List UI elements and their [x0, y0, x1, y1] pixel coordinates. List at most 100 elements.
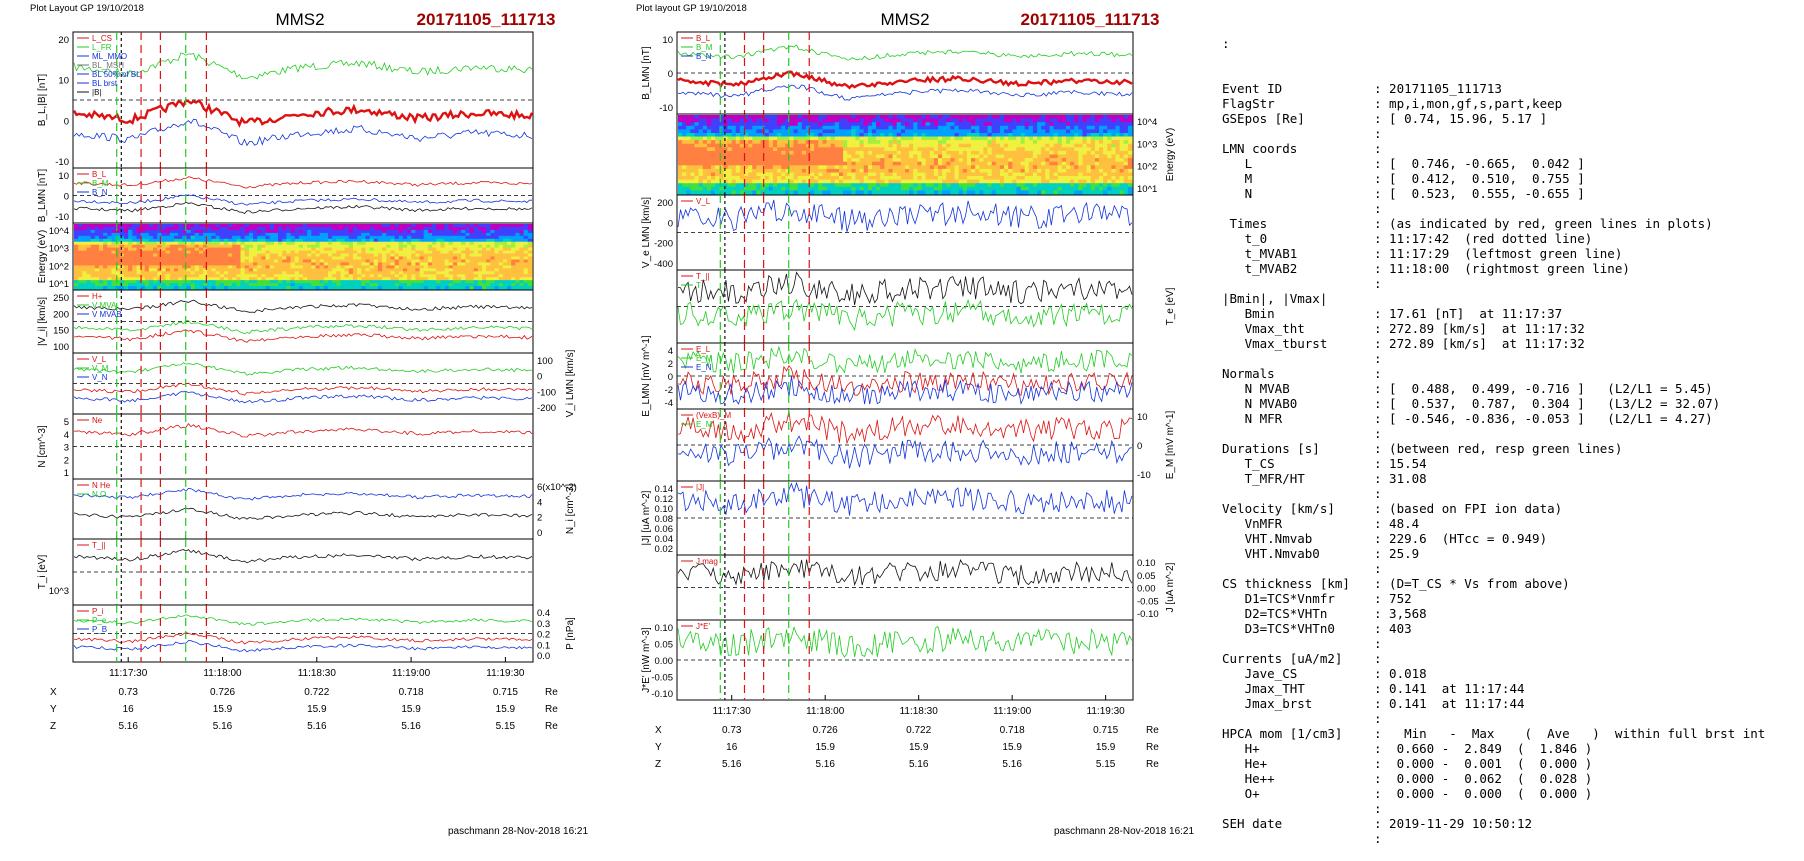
panel-0: 100-10B_LMN [nT]B_LB_MB_N [641, 32, 1133, 114]
info-row: : [1222, 636, 1765, 651]
series-line [678, 411, 1132, 443]
info-row: Currents [uA/m2]: [1222, 651, 1765, 666]
ephem-value: 16 [123, 704, 135, 715]
info-row: : [1222, 426, 1765, 441]
y-axis-label: P [nPa] [565, 617, 576, 650]
series-line [74, 300, 532, 312]
info-row: FlagStr: mp,i,mon,gf,s,part,keep [1222, 96, 1765, 111]
footer-label: paschmann 28-Nov-2018 16:21 [448, 826, 589, 837]
legend-entry: L_FR [92, 43, 112, 52]
panel-frame [73, 168, 533, 223]
y-tick-label: 0.05 [655, 640, 674, 651]
x-tick-label: 11:18:30 [900, 706, 939, 717]
info-row: T_MFR/HT: 31.08 [1222, 471, 1765, 486]
ephem-unit: Re [1146, 725, 1159, 736]
ephem-value: 5.15 [1096, 759, 1116, 770]
y-tick-label: -0.10 [1137, 609, 1159, 620]
info-row: Jmax_brst: 0.141 at 11:17:44 [1222, 696, 1765, 711]
info-row: t_MVAB2: 11:18:00 (rightmost green line) [1222, 261, 1765, 276]
legend-entry: |B| [92, 88, 102, 97]
info-row: Normals: [1222, 366, 1765, 381]
y-tick-label: 0 [64, 192, 69, 203]
y-tick-label: 0 [668, 372, 673, 383]
info-key: HPCA mom [1/cm3] [1222, 726, 1374, 741]
panel-6: 0.140.120.100.080.060.040.02|J| [uA m^-2… [641, 481, 1133, 555]
info-key: H+ [1222, 741, 1374, 756]
y-tick-label: 4 [537, 497, 542, 508]
info-row: Times: (as indicated by red, green lines… [1222, 216, 1765, 231]
info-row: : [1222, 486, 1765, 501]
info-value: : 25.9 [1374, 546, 1419, 561]
info-value: : [1374, 201, 1382, 216]
y-tick-label: 10^3 [1137, 139, 1157, 150]
ephem-value: 0.718 [399, 687, 424, 698]
event-id-title: 20171105_111713 [416, 10, 555, 29]
info-value: : 272.89 [km/s] at 11:17:32 [1374, 321, 1585, 336]
info-value: : 11:17:42 (red dotted line) [1374, 231, 1592, 246]
ephem-label: Z [50, 721, 56, 732]
y-tick-label: 10^3 [49, 586, 69, 597]
x-tick-label: 11:19:00 [993, 706, 1032, 717]
series-line [74, 641, 532, 652]
legend-entry: P_B [92, 625, 107, 634]
series-line [678, 436, 1132, 468]
y-axis-label: J*E' [nW m^-3] [641, 627, 652, 693]
info-key: |Bmin|, |Vmax| [1222, 291, 1374, 306]
y-tick-label: 1 [64, 468, 69, 479]
info-key [1222, 426, 1374, 441]
legend-entry: V_M [92, 364, 109, 373]
legend-entry: V_L [92, 355, 107, 364]
y-tick-label: -10 [55, 157, 69, 168]
panel-7: 0.100.050.00-0.05-0.10J [uA m^-2]J mag [677, 555, 1176, 620]
y-tick-label: -200 [537, 403, 556, 414]
info-row: D1=TCS*Vnmfr: 752 [1222, 591, 1765, 606]
x-tick-label: 11:18:00 [806, 706, 845, 717]
y-tick-label: 10^4 [49, 226, 69, 237]
info-key: Currents [uA/m2] [1222, 651, 1374, 666]
info-row: Jave_CS: 0.018 [1222, 666, 1765, 681]
y-tick-label: 0.4 [537, 608, 550, 619]
info-key: t_0 [1222, 231, 1374, 246]
y-tick-label: -0.10 [651, 689, 673, 700]
ephem-value: 0.722 [304, 687, 329, 698]
ephem-value: 0.715 [493, 687, 518, 698]
info-key: Jmax_THT [1222, 681, 1374, 696]
panel-frame [73, 539, 533, 605]
info-key [1222, 801, 1374, 816]
legend-entry: B_M [696, 43, 713, 52]
legend-entry: V_N [92, 373, 108, 382]
legend-entry: P_i [92, 607, 104, 616]
info-key [1222, 711, 1374, 726]
info-key [1222, 276, 1374, 291]
info-value: : [1374, 636, 1382, 651]
info-row: CS thickness [km]: (D=T_CS * Vs from abo… [1222, 576, 1765, 591]
y-axis-label: V_i LMN [km/s] [565, 349, 576, 417]
legend-entry: P_e [92, 616, 107, 625]
y-tick-label: 0.2 [537, 630, 550, 641]
x-tick-label: 11:18:30 [298, 668, 337, 679]
y-tick-label: -10 [659, 103, 673, 114]
ephem-value: 15.9 [307, 704, 327, 715]
y-tick-label: 10^1 [1137, 184, 1157, 195]
series-line [678, 85, 1132, 100]
info-key: Velocity [km/s] [1222, 501, 1374, 516]
ephem-unit: Re [545, 721, 558, 732]
ephem-value: 15.9 [213, 704, 233, 715]
info-key [1222, 636, 1374, 651]
info-key: T_CS [1222, 456, 1374, 471]
y-tick-label: 0.10 [1137, 558, 1156, 569]
info-value: : [1374, 126, 1382, 141]
spacecraft-title: MMS2 [275, 10, 324, 29]
info-row: Bmin: 17.61 [nT] at 11:17:37 [1222, 306, 1765, 321]
y-tick-label: 0.05 [1137, 571, 1156, 582]
series-line [74, 100, 532, 125]
info-row: : [1222, 276, 1765, 291]
panel-8: 0.100.050.00-0.05-0.10J*E' [nW m^-3]J*E' [641, 620, 1133, 700]
y-tick-label: 100 [53, 342, 69, 353]
y-tick-label: 2 [64, 455, 69, 466]
